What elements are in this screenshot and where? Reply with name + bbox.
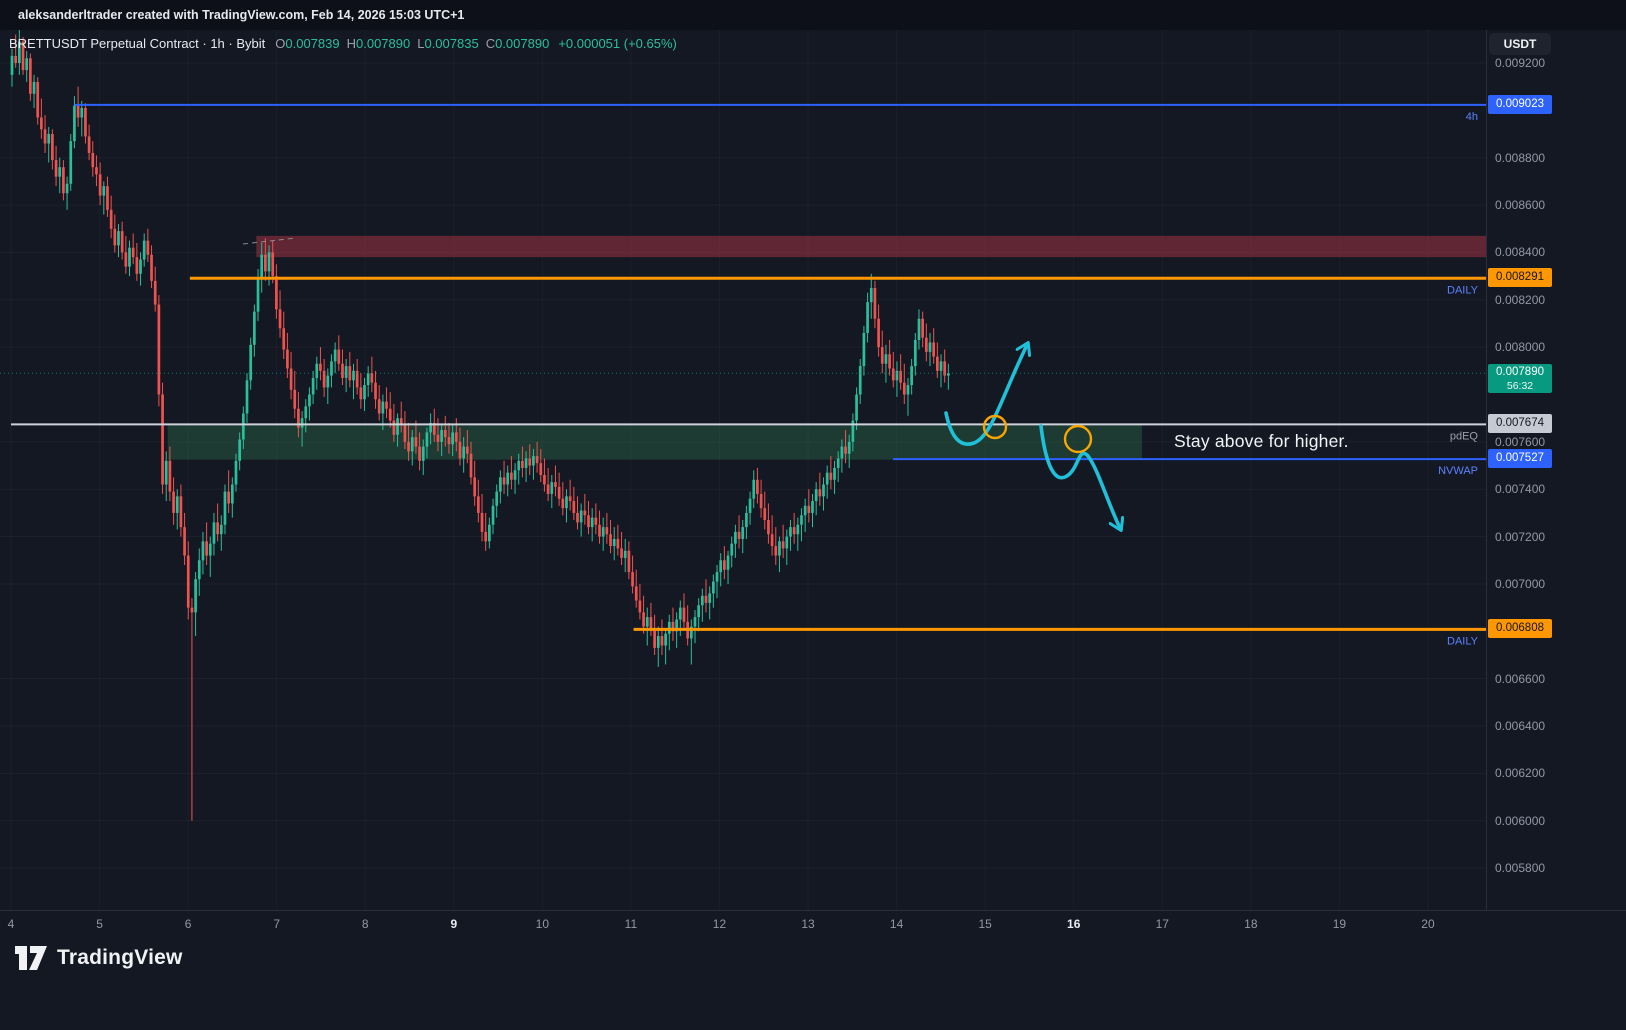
daily-level-high-chart-label: DAILY (1447, 284, 1479, 296)
time-tick-4: 4 (7, 917, 15, 931)
last-price-label: 0.007890 56:32 (1488, 364, 1552, 394)
supply-zone[interactable] (256, 235, 1486, 258)
currency-toggle-button[interactable]: USDT (1489, 33, 1551, 55)
nvwap-level-chart-label: NVWAP (1438, 465, 1478, 477)
symbol-title[interactable]: BRETTUSDT Perpetual Contract · 1h · Bybi… (9, 36, 266, 51)
time-tick-16: 16 (1067, 917, 1081, 931)
chart-pane[interactable]: 4h DAILY pdEQ NVWAP DAILY BRETTUSDT Perpetua… (0, 30, 1486, 910)
daily-level-high-price-label: 0.008291 (1488, 268, 1552, 288)
time-tick-5: 5 (96, 917, 103, 931)
tradingview-logo-icon (15, 946, 47, 970)
candlestick-chart[interactable]: 4h DAILY pdEQ NVWAP DAILY (0, 30, 1486, 910)
price-tick: 0.007200 (1495, 529, 1546, 544)
price-tick: 0.006200 (1495, 766, 1546, 781)
price-tick: 0.006600 (1495, 671, 1546, 686)
attribution-bar: aleksanderltrader created with TradingVi… (0, 0, 1626, 30)
daily-level-low-chart-label: DAILY (1447, 635, 1479, 647)
price-tick: 0.008200 (1495, 292, 1546, 307)
price-tick: 0.008800 (1495, 150, 1546, 165)
price-tick: 0.008400 (1495, 245, 1546, 260)
attribution-text: aleksanderltrader created with TradingVi… (18, 8, 465, 22)
grid (0, 62, 1486, 869)
candles-layer[interactable] (10, 30, 950, 821)
price-tick: 0.008600 (1495, 198, 1546, 213)
drawn-arrow-down[interactable] (1039, 424, 1120, 528)
drawn-circle-2[interactable] (1063, 424, 1093, 454)
time-tick-8: 8 (361, 917, 369, 931)
four-hour-level-chart-label: 4h (1466, 111, 1478, 123)
price-tick: 0.007400 (1495, 482, 1546, 497)
pdeq-level-chart-label: pdEQ (1450, 430, 1479, 442)
time-tick-6: 6 (184, 917, 192, 931)
demand-zone[interactable] (167, 424, 1142, 460)
time-tick-20: 20 (1421, 917, 1435, 931)
ohlc-values: O0.007839 H0.007890 L0.007835 C0.007890 (275, 36, 550, 51)
price-tick: 0.006400 (1495, 719, 1546, 734)
time-tick-19: 19 (1332, 917, 1347, 931)
time-tick-10: 10 (535, 917, 550, 931)
price-tick: 0.005800 (1495, 861, 1546, 876)
drawn-arrow-up[interactable] (944, 345, 1027, 446)
tradingview-wordmark: TradingView (57, 946, 183, 969)
price-change: +0.000051 (+0.65%) (558, 36, 677, 51)
price-tick: 0.007600 (1495, 434, 1546, 449)
nvwap-level-price-label: 0.007527 (1488, 449, 1552, 469)
price-tick: 0.006000 (1495, 813, 1546, 828)
time-tick-17: 17 (1155, 917, 1169, 931)
tradingview-logo[interactable]: TradingView (14, 944, 183, 972)
time-axis[interactable]: 4 5 6 7 8 9 10 11 12 13 14 15 16 17 18 19 20 (0, 910, 1626, 945)
time-tick-11: 11 (624, 917, 638, 931)
time-tick-15: 15 (978, 917, 992, 931)
price-tick: 0.009200 (1495, 56, 1546, 70)
symbol-header: BRETTUSDT Perpetual Contract · 1h · Bybi… (9, 36, 677, 51)
drawn-circle-1[interactable] (982, 414, 1008, 440)
four-hour-level-price-label: 0.009023 (1488, 94, 1552, 114)
daily-level-low-price-label: 0.006808 (1488, 619, 1552, 639)
time-tick-9: 9 (450, 917, 458, 931)
time-tick-7: 7 (273, 917, 281, 931)
time-tick-18: 18 (1244, 917, 1258, 931)
pdeq-level-price-label: 0.007674 (1488, 414, 1552, 434)
annotation-note[interactable]: Stay above for higher. (1174, 431, 1349, 451)
time-tick-14: 14 (889, 917, 904, 931)
time-tick-13: 13 (801, 917, 815, 931)
time-tick-12: 12 (712, 917, 727, 931)
price-tick: 0.008000 (1495, 340, 1546, 355)
price-axis[interactable]: 0.009200 0.008800 0.008600 0.008400 0.008200… (1486, 30, 1626, 910)
price-tick: 0.007000 (1495, 576, 1546, 591)
